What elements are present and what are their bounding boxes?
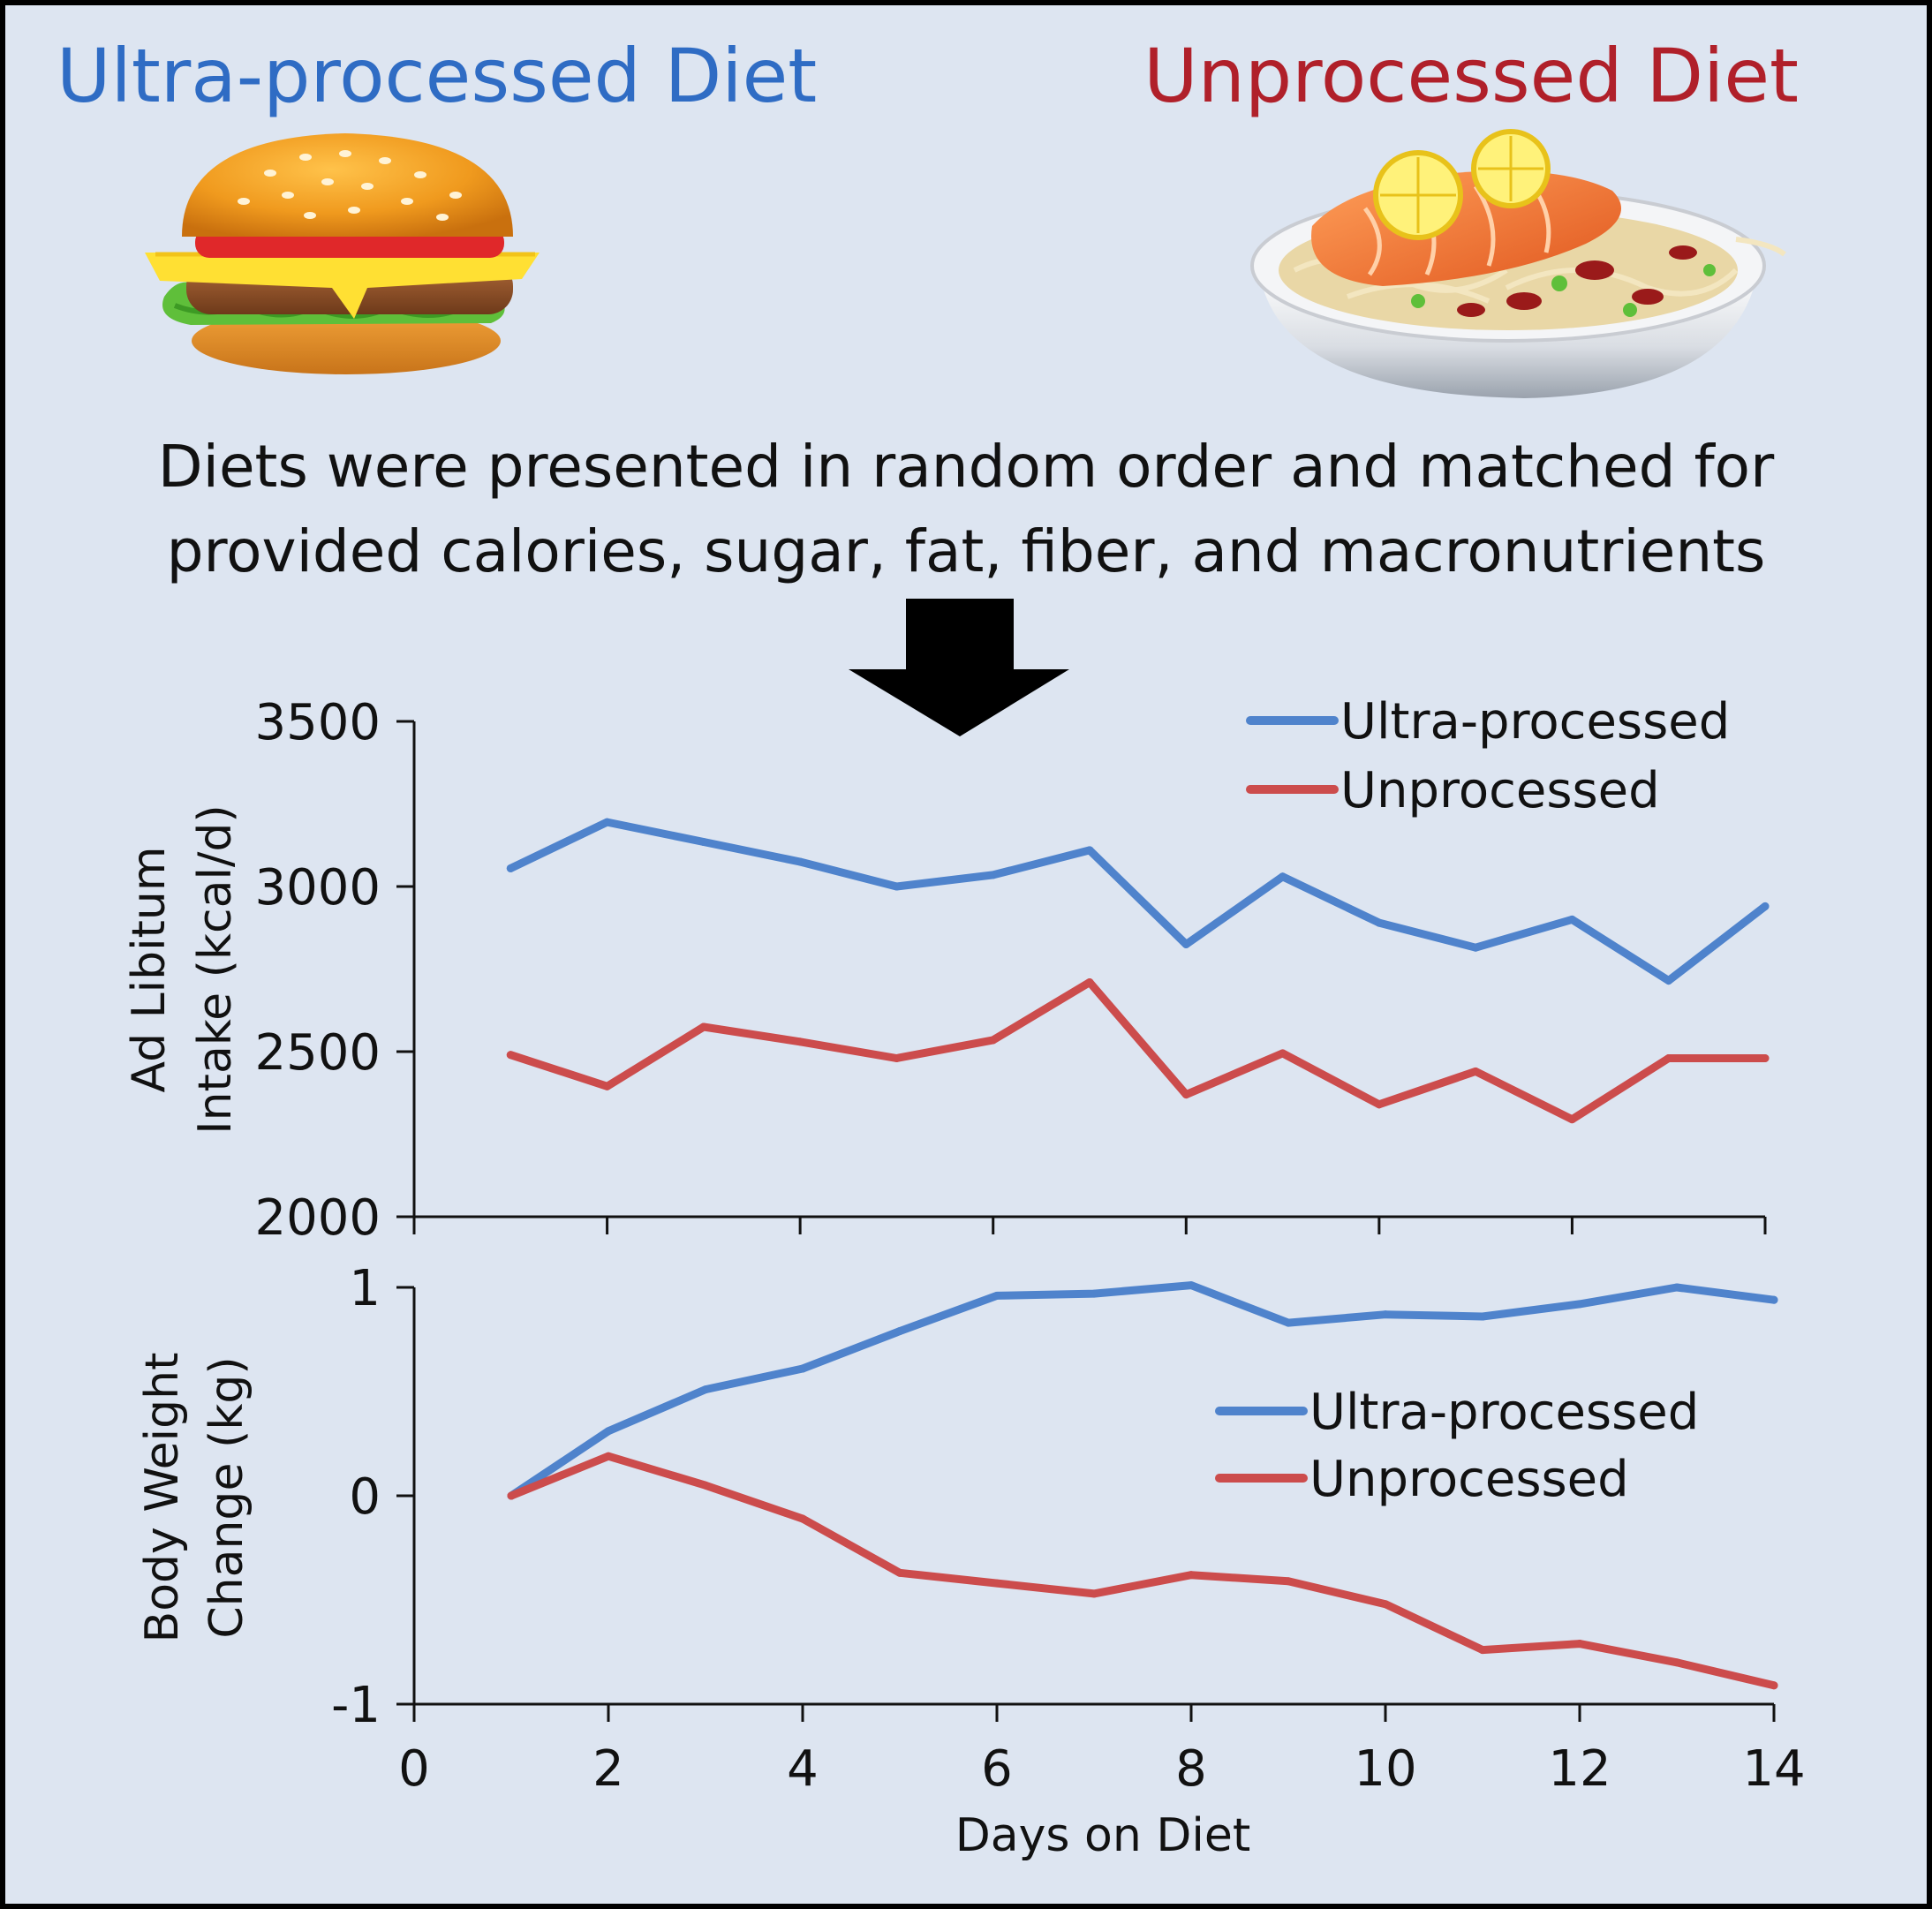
data-point-unprocessed bbox=[989, 1036, 998, 1045]
data-point-unprocessed bbox=[1375, 1100, 1384, 1109]
legend-label-ultra-processed: Ultra-processed bbox=[1340, 693, 1730, 751]
data-point-ultra-processed bbox=[1471, 943, 1480, 952]
data-point-unprocessed bbox=[1381, 1600, 1390, 1609]
series-line-ultra-processed bbox=[507, 1281, 1778, 1500]
data-point-unprocessed bbox=[1284, 1577, 1293, 1586]
data-point-ultra-processed bbox=[1770, 1295, 1778, 1304]
caption-line-2: provided calories, sugar, fat, fiber, an… bbox=[166, 517, 1766, 585]
data-point-unprocessed bbox=[604, 1452, 613, 1460]
y-tick-label: 2000 bbox=[254, 1189, 381, 1247]
data-point-ultra-processed bbox=[701, 1385, 710, 1394]
legend-label-ultra-processed: Ultra-processed bbox=[1309, 1384, 1699, 1441]
data-point-unprocessed bbox=[1672, 1658, 1681, 1667]
data-point-ultra-processed bbox=[1181, 939, 1190, 948]
y-tick-label: 2500 bbox=[254, 1024, 381, 1082]
data-point-ultra-processed bbox=[1375, 918, 1384, 927]
data-point-ultra-processed bbox=[989, 871, 998, 879]
data-point-unprocessed bbox=[895, 1568, 904, 1577]
data-point-unprocessed bbox=[699, 1022, 708, 1031]
x-tick-label: 0 bbox=[398, 1740, 430, 1798]
data-point-ultra-processed bbox=[1279, 872, 1287, 881]
data-point-unprocessed bbox=[506, 1051, 515, 1060]
data-point-unprocessed bbox=[1279, 1049, 1287, 1058]
data-point-unprocessed bbox=[1770, 1681, 1778, 1690]
data-point-ultra-processed bbox=[1761, 902, 1770, 910]
data-point-ultra-processed bbox=[798, 1364, 807, 1373]
data-point-ultra-processed bbox=[1381, 1310, 1390, 1319]
data-point-unprocessed bbox=[1575, 1640, 1584, 1649]
data-point-unprocessed bbox=[1085, 977, 1094, 986]
data-point-unprocessed bbox=[1187, 1571, 1196, 1580]
data-point-ultra-processed bbox=[1478, 1312, 1487, 1321]
y-tick-label: -1 bbox=[331, 1677, 381, 1734]
unprocessed-diet-title: Unprocessed Diet bbox=[1143, 33, 1799, 119]
data-point-unprocessed bbox=[796, 1038, 804, 1046]
ultra-processed-diet-title: Ultra-processed Diet bbox=[57, 33, 818, 119]
x-tick-label: 2 bbox=[592, 1740, 624, 1798]
y-axis-label: Body Weight bbox=[136, 1353, 189, 1643]
x-tick-label: 4 bbox=[787, 1740, 819, 1798]
data-point-unprocessed bbox=[507, 1491, 516, 1500]
data-point-unprocessed bbox=[603, 1082, 612, 1090]
data-point-unprocessed bbox=[701, 1481, 710, 1490]
y-tick-label: 0 bbox=[349, 1468, 381, 1526]
x-tick-label: 8 bbox=[1175, 1740, 1207, 1798]
data-point-ultra-processed bbox=[1575, 1300, 1584, 1309]
data-point-unprocessed bbox=[1471, 1067, 1480, 1075]
x-axis-label: Days on Diet bbox=[955, 1809, 1250, 1862]
charts-svg: 2000 2500 3000 3500 Ad Libitum Intake (kcal/d… bbox=[123, 693, 1806, 1862]
legend-label-unprocessed: Unprocessed bbox=[1340, 762, 1660, 819]
data-point-ultra-processed bbox=[796, 857, 804, 866]
data-point-unprocessed bbox=[1181, 1090, 1190, 1099]
series-line-unprocessed bbox=[506, 978, 1770, 1124]
data-point-unprocessed bbox=[992, 1579, 1001, 1588]
series-line-ultra-processed bbox=[506, 818, 1770, 985]
data-point-ultra-processed bbox=[506, 864, 515, 872]
data-point-unprocessed bbox=[892, 1053, 901, 1062]
y-axis-label: Ad Libitum bbox=[123, 846, 176, 1092]
caption-line-1: Diets were presented in random order and… bbox=[157, 433, 1775, 501]
data-point-unprocessed bbox=[1478, 1646, 1487, 1655]
data-point-ultra-processed bbox=[604, 1427, 613, 1436]
y-tick-label: 1 bbox=[349, 1260, 381, 1317]
data-point-ultra-processed bbox=[1090, 1289, 1098, 1298]
x-tick-label: 12 bbox=[1548, 1740, 1611, 1798]
y-axis-label: Change (kg) bbox=[200, 1356, 253, 1638]
data-point-unprocessed bbox=[1090, 1589, 1098, 1598]
data-point-unprocessed bbox=[1567, 1115, 1576, 1124]
y-axis-label: Intake (kcal/d) bbox=[189, 804, 242, 1134]
data-point-ultra-processed bbox=[892, 882, 901, 891]
intake-chart: 2000 2500 3000 3500 Ad Libitum Intake (kcal/d… bbox=[123, 693, 1770, 1247]
data-point-unprocessed bbox=[1761, 1053, 1770, 1062]
data-point-unprocessed bbox=[1664, 1053, 1673, 1062]
data-point-ultra-processed bbox=[603, 818, 612, 826]
data-point-ultra-processed bbox=[1284, 1318, 1293, 1327]
x-tick-label: 6 bbox=[981, 1740, 1013, 1798]
data-point-ultra-processed bbox=[699, 838, 708, 847]
data-point-ultra-processed bbox=[895, 1327, 904, 1336]
x-tick-label: 10 bbox=[1354, 1740, 1416, 1798]
x-tick-label: 14 bbox=[1742, 1740, 1805, 1798]
data-point-ultra-processed bbox=[1567, 915, 1576, 924]
data-point-unprocessed bbox=[798, 1514, 807, 1523]
y-tick-label: 3000 bbox=[254, 859, 381, 917]
y-tick-label: 3500 bbox=[254, 694, 381, 751]
data-point-ultra-processed bbox=[1672, 1283, 1681, 1292]
data-point-ultra-processed bbox=[1085, 846, 1094, 855]
series-line-unprocessed bbox=[507, 1452, 1778, 1690]
data-point-ultra-processed bbox=[1664, 977, 1673, 985]
legend-label-unprocessed: Unprocessed bbox=[1309, 1451, 1629, 1508]
data-point-ultra-processed bbox=[992, 1291, 1001, 1300]
data-point-ultra-processed bbox=[1187, 1281, 1196, 1290]
